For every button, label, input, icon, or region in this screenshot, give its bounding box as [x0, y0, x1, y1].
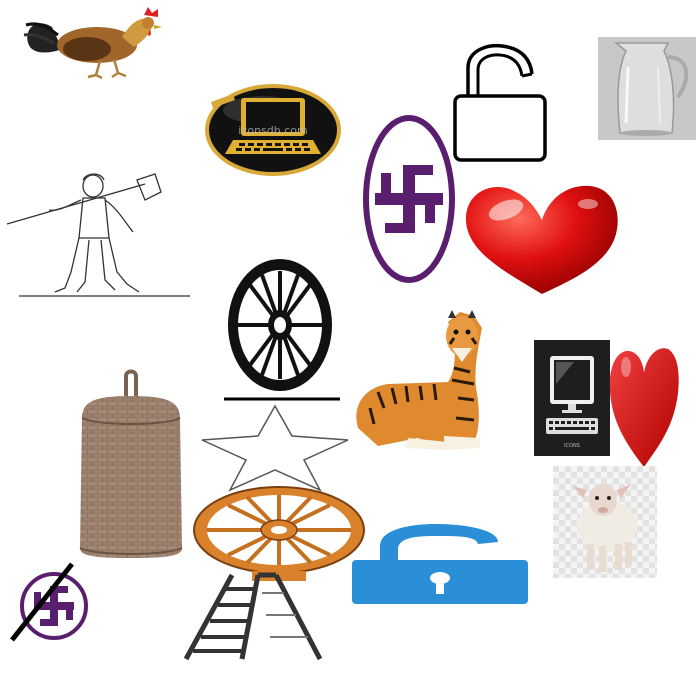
glass-pitcher-icon — [598, 37, 696, 140]
swastika-oval-icon — [363, 115, 455, 283]
red-heart-3d-icon — [462, 180, 622, 298]
ladder-icon — [180, 572, 328, 661]
desktop-computer-icon: ICONS — [534, 340, 610, 456]
red-heart-small-icon — [608, 343, 680, 469]
wicker-basket-icon — [78, 369, 184, 560]
laptop-badge-watermark: iconsdb.com — [238, 124, 308, 137]
laptop-badge-icon: iconsdb.com — [203, 80, 343, 180]
star-outline-icon — [200, 402, 350, 492]
farmer-with-shovel-icon — [5, 172, 190, 302]
open-padlock-outline-icon — [450, 42, 550, 164]
cart-wheel-icon — [222, 255, 342, 403]
rooster-icon — [22, 5, 162, 80]
sheep-icon — [553, 466, 657, 578]
tiger-icon — [348, 308, 496, 456]
blue-unlocked-padlock-icon — [348, 524, 532, 606]
desktop-computer-caption: ICONS — [564, 443, 580, 449]
dharma-wheel-icon — [192, 485, 366, 581]
swastika-circle-crossed-icon — [8, 562, 94, 644]
